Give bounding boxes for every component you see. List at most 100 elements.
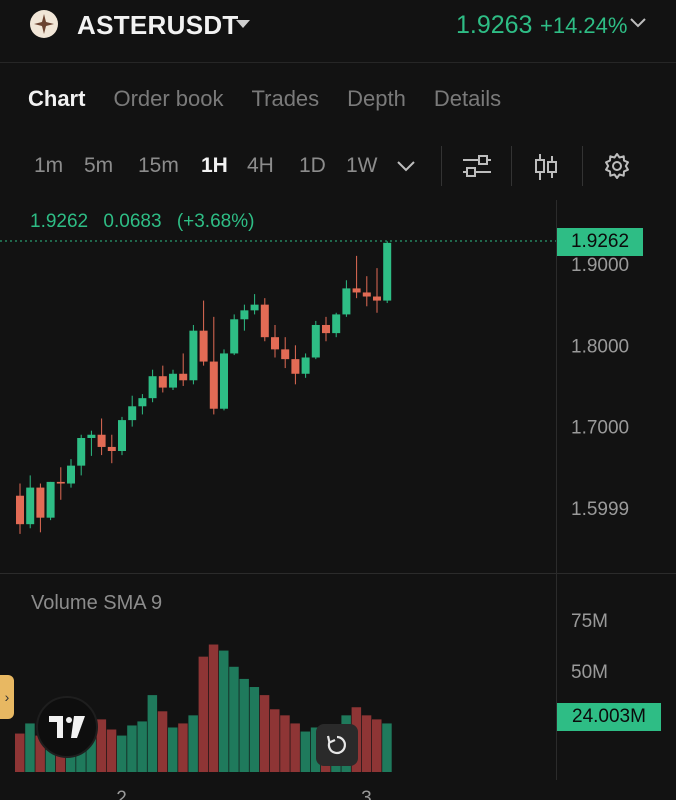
volume-bar	[300, 731, 311, 772]
volume-value-tag: 24.003M	[557, 703, 661, 731]
price-tick-label: 1.7000	[571, 418, 629, 439]
volume-bar	[208, 644, 219, 772]
last-price: 1.9263	[456, 11, 533, 39]
volume-bar	[219, 650, 229, 772]
timeframe-1w[interactable]: 1W	[346, 154, 378, 177]
volume-bar	[96, 719, 107, 772]
time-tick-label: 2	[116, 788, 127, 800]
volume-bar	[290, 723, 300, 772]
candle-body	[138, 398, 147, 407]
tradingview-logo[interactable]	[36, 696, 98, 758]
price-tick-label: 1.9000	[571, 255, 629, 276]
timeframe-1d[interactable]: 1D	[299, 154, 326, 177]
caret-down-icon[interactable]	[234, 18, 252, 30]
candle-body	[373, 296, 381, 301]
volume-bar	[157, 711, 168, 772]
volume-bar	[127, 725, 137, 772]
timeframe-4h[interactable]: 4H	[247, 154, 274, 177]
candle-body	[77, 437, 86, 466]
candle-body	[26, 487, 35, 525]
volume-bar	[361, 715, 372, 772]
volume-indicator-label[interactable]: Volume SMA 9	[31, 592, 163, 614]
candle-body	[209, 361, 218, 409]
volume-bar	[239, 678, 249, 772]
time-tick-label: 3	[361, 788, 372, 800]
tab-order-book[interactable]: Order book	[113, 86, 224, 111]
volume-bar	[198, 656, 209, 772]
volume-bar	[229, 666, 239, 772]
ohlc-readout: 1.9262 0.0683 (+3.68%)	[30, 211, 264, 233]
volume-bar	[168, 727, 178, 772]
view-tabs: Chart Order book Trades Depth Details	[28, 86, 529, 116]
indicators-icon[interactable]	[461, 152, 493, 180]
chevron-down-icon[interactable]	[628, 16, 648, 30]
candle-body	[179, 373, 188, 381]
volume-bar	[270, 709, 280, 772]
candle-body	[148, 376, 157, 399]
candle-body	[260, 304, 269, 338]
timeframe-1m[interactable]: 1m	[34, 154, 64, 177]
tab-details[interactable]: Details	[433, 86, 502, 111]
toolbar-divider	[511, 146, 512, 186]
candle-body	[158, 376, 167, 388]
candle-body	[281, 349, 290, 360]
volume-bar	[147, 695, 158, 772]
candlestick-type-icon[interactable]	[532, 152, 560, 182]
timeframe-5m[interactable]: 5m	[84, 154, 114, 177]
volume-bar	[106, 729, 117, 772]
candle-body	[16, 495, 24, 525]
price-tick-label: 1.8000	[571, 336, 629, 357]
candle-body	[199, 330, 208, 362]
candle-body	[97, 434, 106, 447]
candle-body	[311, 324, 320, 358]
more-timeframes-chevron-icon[interactable]	[395, 158, 417, 174]
timeframe-1h[interactable]: 1H	[201, 154, 228, 177]
volume-bar	[117, 735, 127, 772]
side-panel-handle[interactable]: ›	[0, 675, 14, 719]
candle-body	[87, 434, 96, 438]
volume-bar	[35, 735, 45, 772]
reset-icon	[326, 735, 346, 755]
toolbar-divider	[441, 146, 442, 186]
candle-body	[250, 304, 259, 311]
volume-bar	[249, 687, 260, 772]
tab-chart[interactable]: Chart	[28, 86, 86, 111]
candle-body	[67, 465, 75, 484]
ohlc-change-percent: (+3.68%)	[176, 211, 255, 232]
timeframe-toolbar: 1m 5m 15m 1H 4H 1D 1W	[0, 146, 676, 188]
volume-bar	[15, 733, 25, 772]
last-price-tag: 1.9262	[557, 228, 643, 256]
candle-body	[332, 314, 341, 334]
candle-body	[46, 481, 55, 518]
candle-body	[118, 420, 126, 452]
candle-body	[36, 487, 45, 518]
asset-logo	[30, 10, 58, 38]
candle-body	[220, 353, 228, 409]
volume-bar	[310, 727, 321, 772]
volume-bar	[178, 723, 188, 772]
trading-pair-title[interactable]: ASTERUSDT	[77, 10, 239, 40]
candle-body	[107, 446, 116, 452]
candle-body	[128, 406, 137, 421]
volume-bar	[25, 723, 35, 772]
tab-trades[interactable]: Trades	[251, 86, 320, 111]
candle-body	[301, 357, 310, 374]
volume-bar	[259, 695, 270, 772]
price-axis-ticks: 1.9000 1.8000 1.7000 1.5999	[571, 255, 629, 520]
candle-body	[240, 310, 249, 320]
price-change-percent: +14.24%	[540, 13, 628, 38]
volume-bar	[372, 719, 382, 772]
tab-depth[interactable]: Depth	[347, 86, 406, 111]
volume-axis-ticks: 75M 50M	[571, 611, 608, 683]
volume-bar	[188, 715, 198, 772]
settings-gear-icon[interactable]	[603, 152, 631, 180]
ohlc-change: 0.0683	[103, 211, 162, 232]
candle-body	[230, 319, 239, 354]
timeframe-15m[interactable]: 15m	[138, 154, 179, 177]
price-tick-label: 1.5999	[571, 499, 629, 520]
candle-body	[322, 324, 330, 334]
candle-body	[56, 481, 65, 484]
reset-chart-button[interactable]	[316, 724, 358, 766]
volume-tick-label: 50M	[571, 662, 608, 683]
